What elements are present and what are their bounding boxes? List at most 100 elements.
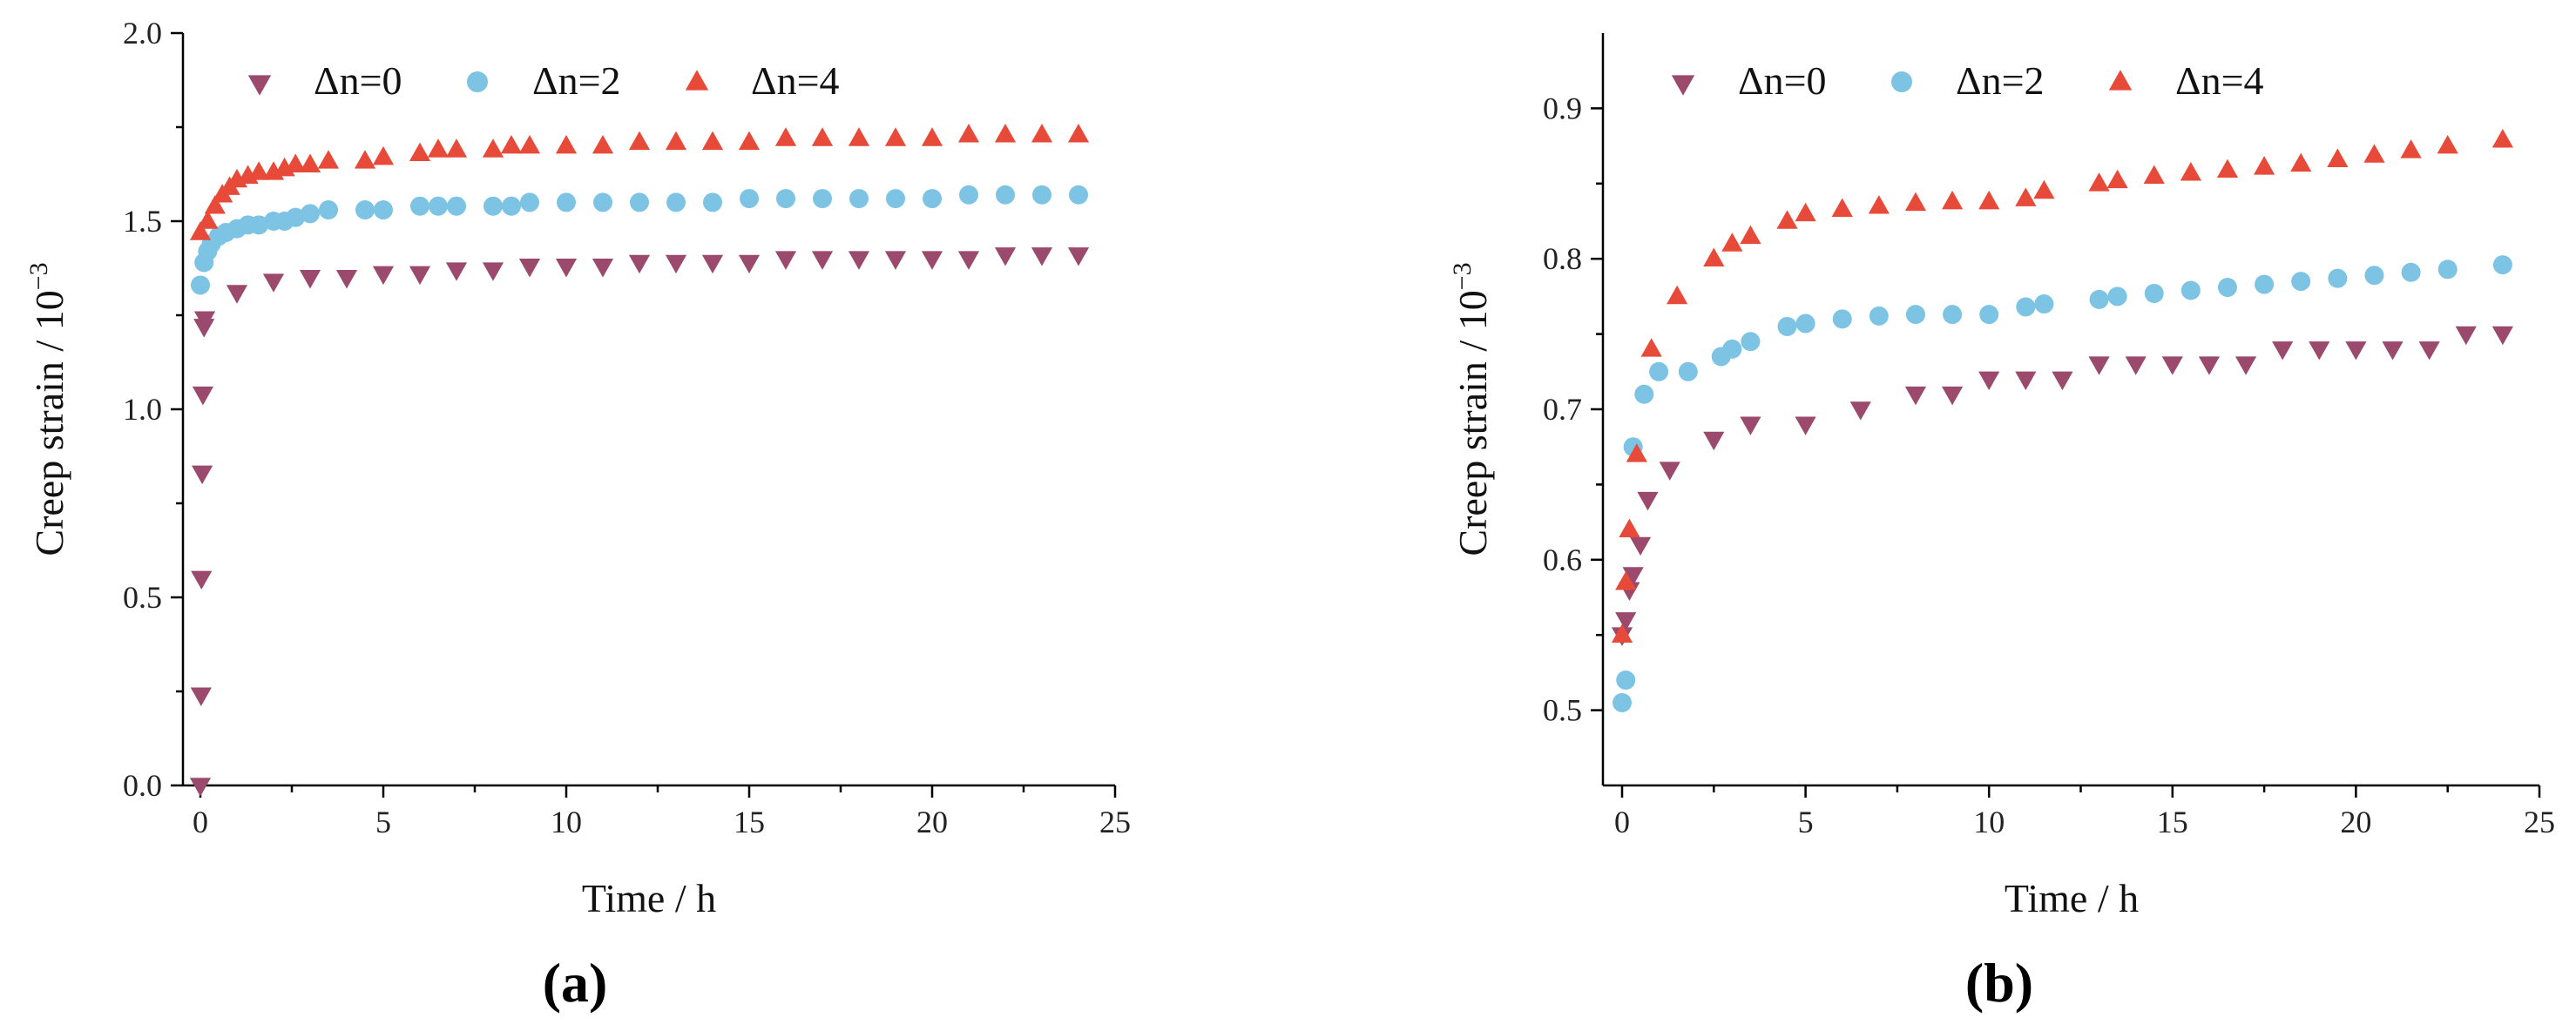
point-b-dn0-25 <box>2418 341 2440 361</box>
point-a-dn2-14 <box>355 200 375 220</box>
point-a-dn2-36 <box>1069 185 1088 205</box>
point-b-dn4-25 <box>2327 148 2349 167</box>
y-axis-title-b: Creep strain / 10−3 <box>1448 262 1495 556</box>
point-a-dn0-2 <box>191 570 213 590</box>
point-b-dn2-10 <box>1795 313 1815 334</box>
point-a-dn2-15 <box>374 200 393 220</box>
point-a-dn4-13 <box>354 150 376 169</box>
point-a-dn0-18 <box>628 254 651 274</box>
point-b-dn2-14 <box>1943 305 1963 325</box>
point-a-dn2-16 <box>410 196 429 216</box>
point-b-dn2-17 <box>2034 294 2054 314</box>
point-a-dn2-22 <box>557 192 576 212</box>
point-a-dn0-13 <box>445 262 468 281</box>
x-axis-title-a: Time / h <box>582 876 716 920</box>
point-a-dn4-2 <box>204 195 226 214</box>
legend-b: Δn=0 Δn=2 Δn=4 <box>1671 58 2264 103</box>
point-b-dn0-22 <box>2309 341 2330 361</box>
point-a-dn4-21 <box>555 134 578 154</box>
point-b-dn2-8 <box>1741 332 1761 352</box>
point-b-dn0-5 <box>1637 491 1659 511</box>
y-axis-title-exp-b: −3 <box>1448 262 1477 290</box>
point-b-dn0-23 <box>2345 341 2367 361</box>
point-b-dn2-13 <box>1905 305 1925 325</box>
point-a-dn2-0 <box>191 275 210 295</box>
point-b-dn0-15 <box>2052 371 2073 391</box>
point-a-dn0-27 <box>957 251 980 270</box>
point-b-dn4-19 <box>2106 169 2128 189</box>
point-a-dn2-28 <box>776 189 795 209</box>
point-b-dn2-19 <box>2107 286 2127 307</box>
legend-item-dn4-a: Δn=4 <box>685 58 840 103</box>
point-b-dn0-8 <box>1740 416 1761 435</box>
point-b-dn2-15 <box>1979 305 1999 325</box>
legend-item-dn4-b: Δn=4 <box>2108 58 2264 103</box>
point-b-dn0-9 <box>1795 416 1816 435</box>
point-a-dn0-11 <box>372 266 395 286</box>
legend-label-dn0-a: Δn=0 <box>314 58 402 103</box>
point-b-dn4-29 <box>2491 129 2513 148</box>
y-tick-label-a-1: 0.5 <box>123 580 162 615</box>
point-a-dn4-29 <box>848 127 870 146</box>
point-a-dn2-26 <box>703 192 723 212</box>
legend-label-dn2-b: Δn=2 <box>1956 58 2045 103</box>
legend-label-dn2-a: Δn=2 <box>532 58 621 103</box>
legend-label-dn0-b: Δn=0 <box>1738 58 1827 103</box>
point-a-dn0-10 <box>335 270 358 289</box>
point-b-dn0-13 <box>1978 371 2000 391</box>
point-b-dn0-6 <box>1659 462 1680 481</box>
point-b-dn4-14 <box>1941 190 1964 210</box>
x-tick-label-a-5: 5 <box>375 805 391 839</box>
point-b-dn2-5 <box>1678 361 1698 381</box>
ticks-b: 0 5 10 15 20 25 0.5 0.6 0.7 0.8 0.9 <box>1543 91 2555 839</box>
point-a-dn4-25 <box>701 131 724 151</box>
point-a-dn2-30 <box>849 189 869 209</box>
point-a-dn4-32 <box>957 123 980 143</box>
point-a-dn0-19 <box>665 254 687 274</box>
point-b-dn2-29 <box>2492 255 2512 275</box>
y-axis-title-text-b: Creep strain / 10 <box>1450 290 1495 556</box>
point-a-dn2-34 <box>996 185 1015 205</box>
chart-panel-b: 0 5 10 15 20 25 0.5 0.6 0.7 0.8 0.9 Δn=0 Δn=2 Δn=4… <box>1448 33 2555 1014</box>
y-axis-title-exp-a: −3 <box>24 262 53 290</box>
point-b-dn4-18 <box>2088 172 2110 192</box>
data-points-b <box>1611 129 2513 712</box>
series-a-2 <box>189 123 1090 240</box>
point-a-dn0-28 <box>994 247 1017 266</box>
point-b-dn2-25 <box>2328 268 2348 288</box>
point-a-dn2-25 <box>666 192 686 212</box>
point-a-dn2-32 <box>923 189 942 209</box>
point-a-dn4-10 <box>285 153 307 172</box>
point-a-dn0-4 <box>192 386 214 406</box>
point-a-dn4-0 <box>189 221 212 240</box>
point-a-dn0-23 <box>811 251 834 270</box>
point-a-dn2-18 <box>447 196 466 216</box>
point-a-dn4-1 <box>197 210 219 229</box>
point-b-dn2-12 <box>1869 306 1889 326</box>
point-b-dn2-23 <box>2255 274 2275 294</box>
y-tick-label-b-3: 0.8 <box>1543 241 1582 276</box>
x-tick-label-b-25: 25 <box>2524 805 2555 839</box>
point-a-dn0-15 <box>518 259 541 278</box>
legend-marker-dn2-a <box>467 71 488 92</box>
data-points-a <box>189 123 1090 797</box>
point-b-dn2-26 <box>2364 266 2384 286</box>
y-tick-label-a-2: 1.0 <box>123 392 162 427</box>
point-a-dn4-27 <box>774 127 797 146</box>
point-b-dn0-17 <box>2125 356 2147 375</box>
y-tick-label-a-4: 2.0 <box>123 16 162 51</box>
point-a-dn4-33 <box>994 123 1017 143</box>
x-tick-label-a-20: 20 <box>916 805 948 839</box>
point-a-dn2-19 <box>483 196 503 216</box>
point-b-dn4-8 <box>1740 225 1761 245</box>
point-b-dn4-27 <box>2400 139 2422 158</box>
point-b-dn2-22 <box>2217 278 2237 298</box>
point-a-dn0-21 <box>738 254 761 274</box>
point-a-dn2-35 <box>1032 185 1051 205</box>
point-a-dn2-21 <box>520 192 539 212</box>
point-b-dn4-0 <box>1611 623 1633 643</box>
point-a-dn0-6 <box>193 311 216 330</box>
point-b-dn4-11 <box>1831 198 1853 217</box>
x-tick-label-b-15: 15 <box>2157 805 2188 839</box>
point-b-dn0-27 <box>2491 326 2513 346</box>
